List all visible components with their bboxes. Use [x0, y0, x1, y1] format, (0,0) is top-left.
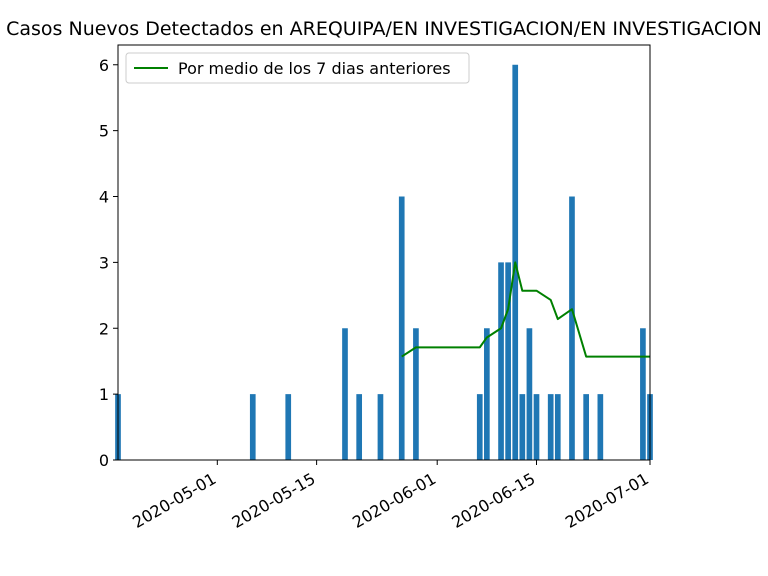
- bar-2020-06-22: [583, 394, 589, 460]
- bar-2020-06-20: [569, 196, 575, 460]
- y-tick-label-2: 2: [99, 319, 109, 338]
- bar-2020-05-06: [249, 394, 256, 460]
- line-layer: [401, 261, 650, 358]
- bar-2020-06-07: [476, 394, 483, 460]
- bar-2020-05-11: [285, 394, 292, 460]
- bars-layer: [115, 64, 653, 460]
- x-tick-label-2020-06-15: 2020-06-15: [448, 469, 538, 532]
- bar-2020-06-30: [640, 328, 646, 460]
- bar-2020-05-24: [377, 394, 384, 460]
- x-tick-label-2020-05-15: 2020-05-15: [229, 469, 319, 532]
- bar-2020-06-18: [554, 394, 561, 460]
- plot-frame: [117, 44, 651, 461]
- y-tick-label-3: 3: [99, 253, 109, 272]
- legend-box: [125, 52, 470, 84]
- bar-2020-05-27: [398, 196, 405, 460]
- bar-2020-06-08: [484, 328, 490, 460]
- series-line-0: [401, 261, 650, 358]
- y-tick-label-1: 1: [99, 385, 109, 404]
- y-tick-label-4: 4: [99, 188, 109, 207]
- bar-2020-06-13: [519, 394, 526, 460]
- x-tick-label-2020-07-01: 2020-07-01: [562, 469, 652, 532]
- bar-2020-06-17: [547, 394, 554, 460]
- x-tick-label-2020-05-01: 2020-05-01: [129, 469, 219, 532]
- bar-2020-06-11: [505, 262, 511, 460]
- bar-2020-06-15: [533, 394, 540, 460]
- y-tick-label-0: 0: [99, 451, 109, 470]
- bar-2020-06-10: [498, 262, 504, 460]
- chart-title: Casos Nuevos Detectados en AREQUIPA/EN I…: [6, 18, 762, 40]
- y-tick-label-5: 5: [99, 122, 109, 141]
- bar-2020-05-21: [356, 394, 363, 460]
- legend-label: Por medio de los 7 dias anteriores: [178, 59, 451, 78]
- bar-2020-06-24: [597, 394, 604, 460]
- bar-2020-06-14: [526, 328, 533, 460]
- bar-2020-05-19: [342, 328, 348, 460]
- y-tick-label-6: 6: [99, 56, 109, 75]
- x-tick-label-2020-06-01: 2020-06-01: [349, 469, 439, 532]
- legend: Por medio de los 7 dias anteriores: [125, 52, 470, 84]
- bar-2020-05-29: [413, 328, 419, 460]
